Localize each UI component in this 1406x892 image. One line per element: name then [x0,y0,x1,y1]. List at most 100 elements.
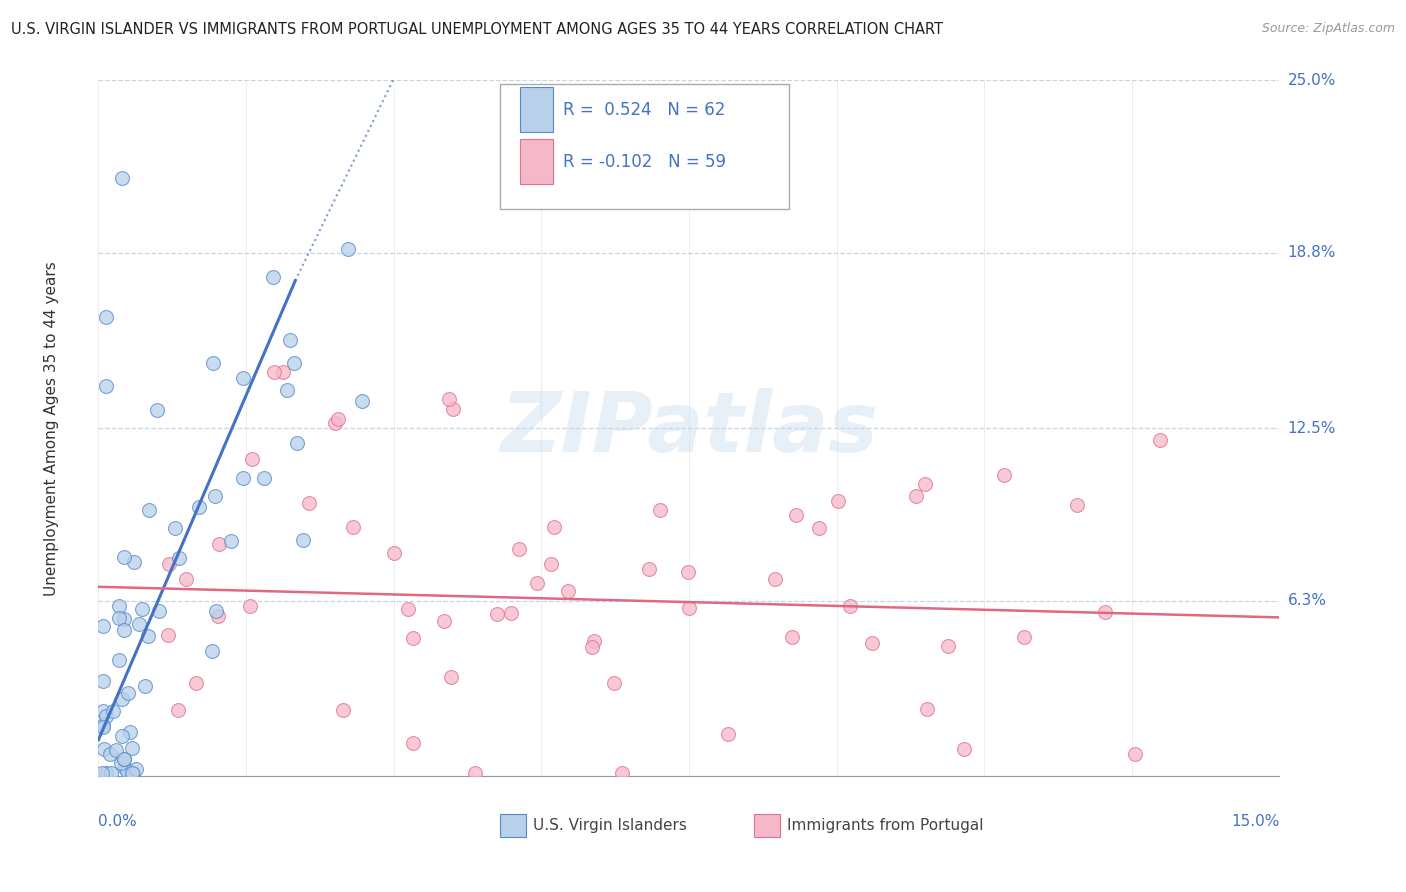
Point [914,476,936,491]
Point [253,471,276,485]
Point [350,394,373,409]
Point [953,741,976,756]
Point [638,561,661,575]
Point [93,742,115,756]
Point [441,401,464,416]
Point [110,756,132,771]
Point [508,541,530,556]
Point [108,653,131,667]
FancyBboxPatch shape [501,814,526,838]
Point [167,703,190,717]
Point [118,725,141,739]
Point [111,729,134,743]
Point [91,766,114,780]
Text: R = -0.102   N = 59: R = -0.102 N = 59 [562,153,725,170]
Point [612,766,634,780]
Point [148,604,170,618]
Point [108,611,131,625]
Point [239,599,262,614]
Point [1012,631,1035,645]
Point [128,616,150,631]
FancyBboxPatch shape [520,87,553,132]
Point [96,379,118,393]
Text: 25.0%: 25.0% [1288,73,1336,87]
Point [486,607,509,622]
Point [283,356,305,370]
Point [184,675,207,690]
Point [915,701,938,715]
Point [648,503,671,517]
Point [337,242,360,256]
Point [121,766,143,780]
Point [204,489,226,503]
Point [526,575,548,590]
Point [105,743,128,757]
Text: 12.5%: 12.5% [1288,421,1336,435]
Point [114,761,136,775]
Point [112,752,135,766]
Point [96,310,118,324]
Point [278,333,301,347]
Point [131,602,153,616]
Point [187,500,209,514]
Point [138,503,160,517]
Point [323,416,346,430]
Point [117,686,139,700]
Point [112,612,135,626]
FancyBboxPatch shape [501,84,789,209]
Point [96,766,118,780]
Point [993,468,1015,483]
Point [603,675,626,690]
Point [557,583,579,598]
Point [499,606,522,620]
Point [146,402,169,417]
Point [717,727,740,741]
Point [291,533,314,547]
Point [157,558,180,572]
Point [100,766,122,780]
Point [676,565,699,579]
Point [936,639,959,653]
Text: Immigrants from Portugal: Immigrants from Portugal [787,818,983,833]
Point [271,366,294,380]
Point [134,679,156,693]
Point [91,704,114,718]
Point [464,766,486,780]
Point [98,747,121,762]
Point [112,752,135,766]
Text: 18.8%: 18.8% [1288,245,1336,260]
Point [219,533,242,548]
Point [540,557,562,571]
Point [782,630,804,644]
Point [110,691,132,706]
Point [1149,433,1171,447]
Point [121,741,143,756]
Point [262,270,284,285]
Point [124,763,146,777]
Point [396,602,419,616]
Point [402,631,425,645]
Point [91,720,114,734]
Point [326,411,349,425]
Point [112,623,135,637]
Text: Unemployment Among Ages 35 to 44 years: Unemployment Among Ages 35 to 44 years [44,260,59,596]
FancyBboxPatch shape [754,814,780,838]
Text: U.S. VIRGIN ISLANDER VS IMMIGRANTS FROM PORTUGAL UNEMPLOYMENT AMONG AGES 35 TO 4: U.S. VIRGIN ISLANDER VS IMMIGRANTS FROM … [11,22,943,37]
Point [91,674,114,689]
Point [433,615,456,629]
Point [402,736,425,750]
Point [1125,747,1147,761]
Point [862,636,884,650]
Text: 0.0%: 0.0% [98,814,138,830]
Point [581,640,603,654]
Point [91,619,114,633]
FancyBboxPatch shape [520,139,553,185]
Point [111,170,134,185]
Point [101,704,124,718]
Point [232,370,254,384]
Point [1066,498,1088,512]
Point [808,521,831,535]
Point [785,508,807,522]
Point [276,383,298,397]
Point [174,572,197,586]
